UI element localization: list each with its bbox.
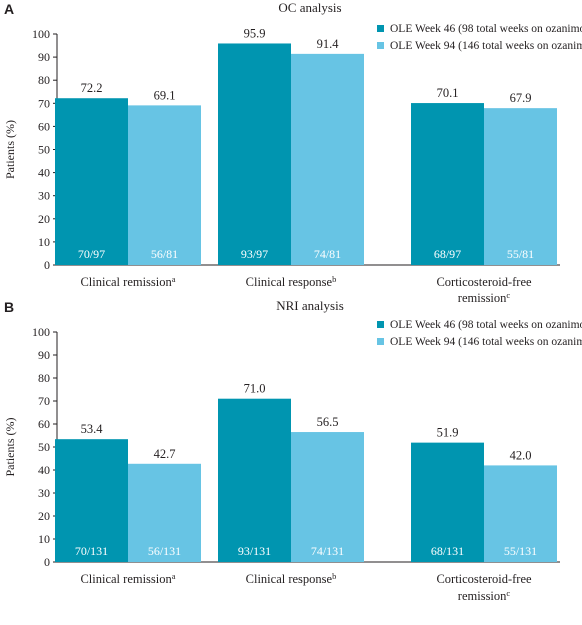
y-tick-label: 20 bbox=[38, 509, 50, 523]
y-tick-label: 0 bbox=[44, 258, 50, 272]
panel-letter: A bbox=[4, 1, 14, 17]
y-tick-label: 40 bbox=[38, 463, 50, 477]
bar bbox=[55, 98, 128, 265]
y-tick-label: 30 bbox=[38, 486, 50, 500]
legend: OLE Week 46 (98 total weeks on ozanimod)… bbox=[377, 23, 582, 52]
bar-value-label: 42.7 bbox=[154, 447, 176, 461]
bar-value-label: 67.9 bbox=[510, 91, 532, 105]
y-tick-label: 90 bbox=[38, 50, 50, 64]
category-label: Clinical remissiona bbox=[80, 571, 175, 586]
y-tick-label: 0 bbox=[44, 555, 50, 569]
bar-value-label: 69.1 bbox=[154, 88, 176, 102]
y-tick-label: 100 bbox=[32, 325, 50, 339]
bar bbox=[411, 442, 484, 562]
y-tick-label: 70 bbox=[38, 96, 50, 110]
panel-letter: B bbox=[4, 299, 14, 315]
bar-count-label: 56/81 bbox=[151, 247, 178, 261]
bar-value-label: 70.1 bbox=[437, 86, 459, 100]
chart-title: NRI analysis bbox=[276, 298, 344, 313]
bar-count-label: 56/131 bbox=[148, 544, 181, 558]
category-label: Corticosteroid-free bbox=[436, 275, 532, 289]
bar-value-label: 53.4 bbox=[81, 422, 104, 436]
legend-swatch bbox=[377, 42, 384, 49]
bar bbox=[218, 43, 291, 265]
bar-count-label: 70/131 bbox=[75, 544, 108, 558]
bar-value-label: 56.5 bbox=[317, 415, 339, 429]
bar bbox=[128, 105, 201, 265]
legend-swatch bbox=[377, 338, 384, 345]
y-tick-label: 50 bbox=[38, 440, 50, 454]
chart-title: OC analysis bbox=[278, 0, 341, 15]
bar-count-label: 70/97 bbox=[78, 247, 105, 261]
y-axis-label: Patients (%) bbox=[3, 418, 17, 477]
bar bbox=[291, 53, 364, 266]
bar-value-label: 95.9 bbox=[244, 26, 266, 40]
y-tick-label: 60 bbox=[38, 417, 50, 431]
y-tick-label: 10 bbox=[38, 532, 50, 546]
bar-count-label: 68/131 bbox=[431, 544, 464, 558]
y-axis-label: Patients (%) bbox=[3, 120, 17, 179]
category-label: Clinical remissiona bbox=[80, 274, 175, 289]
bar bbox=[411, 103, 484, 265]
legend-entry: OLE Week 46 (98 total weeks on ozanimod) bbox=[390, 23, 582, 35]
y-tick-label: 30 bbox=[38, 189, 50, 203]
bar-value-label: 91.4 bbox=[317, 37, 340, 51]
bar-count-label: 74/131 bbox=[311, 544, 344, 558]
y-tick-label: 60 bbox=[38, 119, 50, 133]
bar-value-label: 42.0 bbox=[510, 448, 532, 462]
chart-panel-a: A OC analysis 0 10 20 30 40 50 60 70 80 90 100 Patien… bbox=[3, 0, 582, 305]
chart-panel-b: B NRI analysis 0 10 20 30 40 50 60 70 80 90 100 Patie… bbox=[3, 298, 582, 603]
y-tick-label: 70 bbox=[38, 394, 50, 408]
bar-count-label: 93/97 bbox=[241, 247, 268, 261]
legend-entry: OLE Week 94 (146 total weeks on ozanimod… bbox=[390, 336, 582, 348]
bar bbox=[128, 463, 201, 562]
bar bbox=[484, 108, 557, 265]
bar-count-label: 74/81 bbox=[314, 247, 341, 261]
bar-value-label: 51.9 bbox=[437, 426, 459, 440]
bar-count-label: 55/131 bbox=[504, 544, 537, 558]
y-tick-label: 10 bbox=[38, 235, 50, 249]
bar bbox=[218, 398, 291, 562]
category-label: Corticosteroid-free bbox=[436, 572, 532, 586]
legend-swatch bbox=[377, 25, 384, 32]
legend: OLE Week 46 (98 total weeks on ozanimod)… bbox=[377, 319, 582, 348]
y-tick-label: 100 bbox=[32, 27, 50, 41]
legend-entry: OLE Week 46 (98 total weeks on ozanimod) bbox=[390, 319, 582, 331]
bar-value-label: 72.2 bbox=[81, 81, 103, 95]
bar-count-label: 93/131 bbox=[238, 544, 271, 558]
y-tick-label: 40 bbox=[38, 166, 50, 180]
category-label: Clinical responseb bbox=[246, 571, 337, 586]
y-tick-label: 20 bbox=[38, 212, 50, 226]
bar bbox=[484, 465, 557, 562]
legend-entry: OLE Week 94 (146 total weeks on ozanimod… bbox=[390, 40, 582, 52]
legend-swatch bbox=[377, 321, 384, 328]
bar-count-label: 55/81 bbox=[507, 247, 534, 261]
bar bbox=[55, 439, 128, 562]
y-tick-label: 80 bbox=[38, 73, 50, 87]
y-tick-label: 90 bbox=[38, 348, 50, 362]
y-tick-label: 50 bbox=[38, 143, 50, 157]
category-label: Clinical responseb bbox=[246, 274, 337, 289]
category-label-line2: remissionc bbox=[458, 290, 511, 305]
bar bbox=[291, 432, 364, 562]
bar-count-label: 68/97 bbox=[434, 247, 461, 261]
bar-value-label: 71.0 bbox=[244, 382, 266, 396]
y-tick-label: 80 bbox=[38, 371, 50, 385]
category-label-line2: remissionc bbox=[458, 588, 511, 603]
